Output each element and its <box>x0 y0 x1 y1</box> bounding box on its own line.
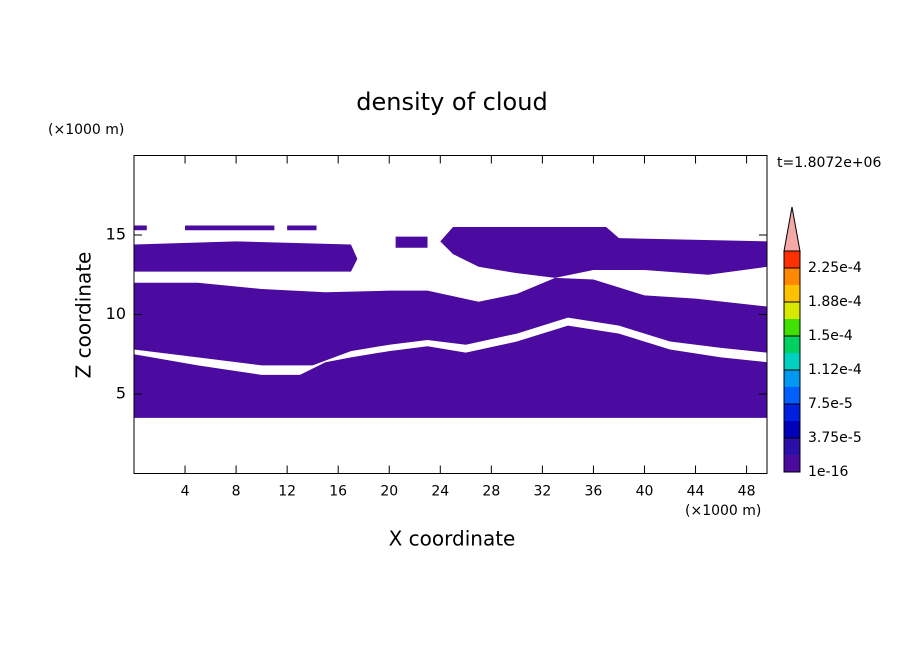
x-tick-label: 24 <box>431 484 449 500</box>
colorbar-band <box>784 302 800 319</box>
colorbar-tick-label: 1.88e-4 <box>808 294 862 310</box>
y-tick-label: 10 <box>106 304 126 323</box>
x-tick-label: 48 <box>738 484 756 500</box>
colorbar-band <box>784 353 800 370</box>
colorbar-tick-label: 1.12e-4 <box>808 362 862 378</box>
x-tick-label: 12 <box>278 484 296 500</box>
y-unit: (×1000 m) <box>48 122 124 138</box>
contour-region <box>440 227 767 278</box>
colorbar-tick-label: 2.25e-4 <box>808 260 862 276</box>
colorbar-tick-label: 7.5e-5 <box>808 396 853 412</box>
contour-region <box>134 325 767 418</box>
y-tick-label: 15 <box>106 225 126 244</box>
x-tick-label: 36 <box>585 484 603 500</box>
x-tick-label: 28 <box>482 484 500 500</box>
contour-region <box>395 236 428 248</box>
contour-region <box>134 241 358 272</box>
colorbar-tick-label: 1.5e-4 <box>808 328 853 344</box>
colorbar-band <box>784 319 800 336</box>
colorbar-band <box>784 370 800 387</box>
x-tick-label: 8 <box>232 484 241 500</box>
y-axis-label: Z coordinate <box>72 252 96 379</box>
x-tick-label: 32 <box>533 484 551 500</box>
colorbar-band <box>784 421 800 438</box>
contour-region <box>134 225 147 231</box>
colorbar-extend <box>783 206 801 252</box>
contour-region <box>185 225 275 231</box>
colorbar-band <box>784 268 800 285</box>
x-tick-label: 44 <box>687 484 705 500</box>
colorbar-band <box>784 387 800 404</box>
x-axis-label: X coordinate <box>389 527 516 551</box>
x-tick-label: 40 <box>636 484 654 500</box>
chart-title: density of cloud <box>356 88 547 116</box>
colorbar-band <box>784 336 800 353</box>
colorbar-tick-label: 3.75e-5 <box>808 430 862 446</box>
colorbar-band <box>784 438 800 455</box>
colorbar-tick-label: 1e-16 <box>808 464 848 480</box>
x-unit: (×1000 m) <box>685 503 761 519</box>
colorbar-band <box>784 404 800 421</box>
contour-region <box>134 277 767 366</box>
colorbar-band <box>784 455 800 472</box>
y-tick-label: 5 <box>116 384 126 403</box>
x-tick-label: 20 <box>380 484 398 500</box>
colorbar-band <box>784 251 800 268</box>
contour-region <box>287 225 317 231</box>
colorbar-band <box>784 285 800 302</box>
annotation: t=1.8072e+06 <box>777 155 881 171</box>
x-tick-label: 16 <box>329 484 347 500</box>
x-tick-label: 4 <box>181 484 190 500</box>
